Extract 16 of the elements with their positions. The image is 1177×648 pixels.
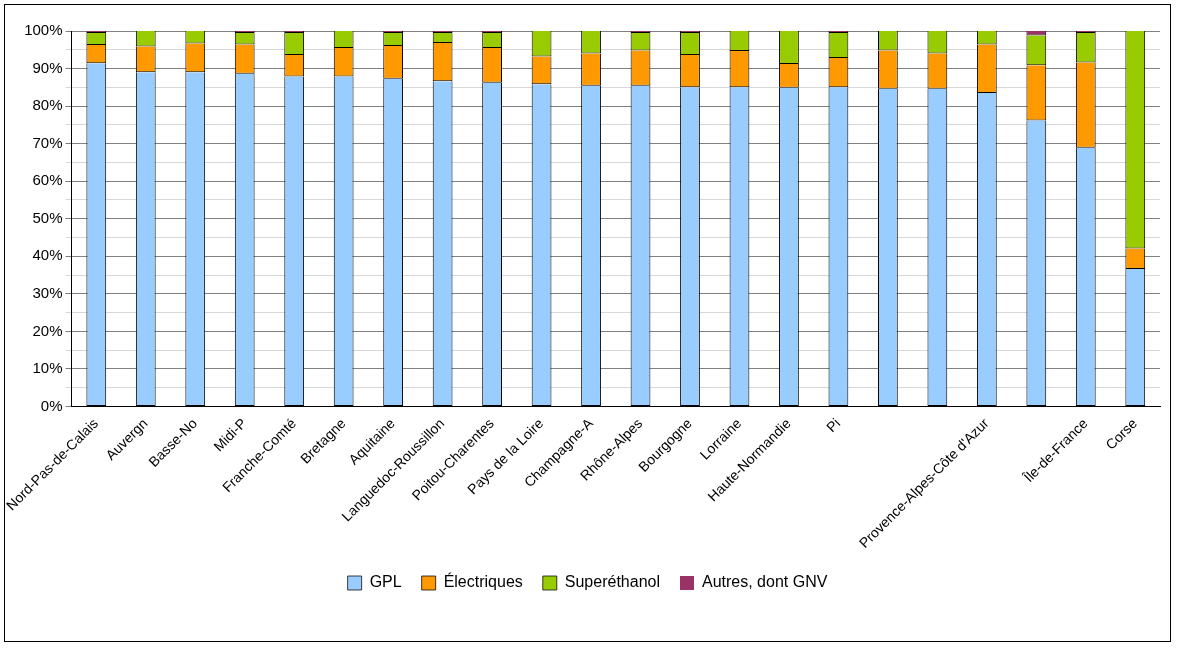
y-tick-label: 30% [32, 284, 63, 302]
legend-label: Électriques [443, 572, 523, 591]
y-tick-label: 20% [32, 321, 63, 339]
y-tick-label: 70% [32, 133, 63, 151]
y-tick-label: 50% [32, 208, 63, 226]
y-tick-label: 60% [32, 171, 63, 189]
legend-label: Superéthanol [564, 573, 660, 591]
y-tick-label: 90% [32, 58, 63, 76]
x-tick-label: Pi [823, 415, 844, 436]
legend-label: GPL [369, 573, 402, 591]
y-tick-label: 40% [32, 246, 63, 264]
y-tick-label: 0% [40, 396, 63, 414]
y-tick-label: 10% [32, 359, 63, 377]
legend-label: Autres, dont GNV [701, 573, 828, 591]
y-tick-label: 100% [24, 21, 63, 39]
y-tick-label: 80% [32, 96, 63, 114]
